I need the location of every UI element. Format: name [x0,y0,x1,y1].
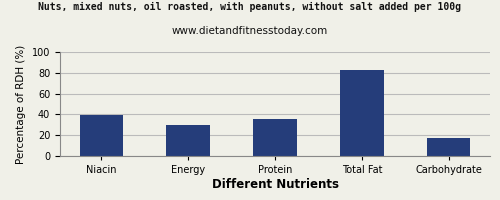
Text: www.dietandfitnesstoday.com: www.dietandfitnesstoday.com [172,26,328,36]
Bar [254,119,296,156]
Bar [340,70,384,156]
Bar [166,125,210,156]
Y-axis label: Percentage of RDH (%): Percentage of RDH (%) [16,44,26,164]
X-axis label: Different Nutrients: Different Nutrients [212,178,338,191]
Text: Nuts, mixed nuts, oil roasted, with peanuts, without salt added per 100g: Nuts, mixed nuts, oil roasted, with pean… [38,2,462,12]
Bar [427,138,470,156]
Bar [80,115,123,156]
